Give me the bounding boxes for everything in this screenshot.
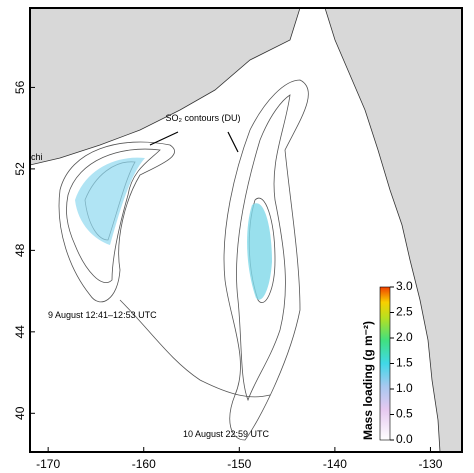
colorbar-tick-label: 2.5	[396, 305, 413, 319]
ticks: -170 -160 -150 -140 -130 40 44 48 52 56 0.0 0.5 1.0 1…	[13, 80, 443, 471]
map-area: SO₂ contours (DU) Kasatochi 9 August 12:…	[3, 8, 462, 452]
frame	[29, 7, 463, 453]
colorbar-tick-label: 1.5	[396, 356, 413, 370]
north-america	[324, 8, 462, 452]
y-tick-label: 56	[13, 80, 27, 94]
colorbar-tick-label: 2.0	[396, 330, 413, 344]
alaska	[30, 8, 301, 166]
colorbar-tick-label: 0.5	[396, 407, 413, 421]
colorbar-label: Mass loading (g m⁻²)	[361, 321, 375, 440]
colorbar	[379, 286, 391, 441]
colorbar-tick-label: 1.0	[396, 381, 413, 395]
plume-connection	[119, 299, 271, 398]
colorbar-tick-label: 0.0	[396, 432, 413, 446]
y-tick-label: 52	[13, 162, 27, 176]
plume-1-label: 9 August 12:41–12:53 UTC	[48, 310, 157, 320]
y-tick-label: 44	[13, 325, 27, 339]
x-tick-label: -140	[323, 457, 347, 471]
x-tick-label: -160	[132, 457, 156, 471]
plume-2-loading	[247, 203, 272, 300]
x-tick-label: -150	[227, 457, 251, 471]
plume-1-loading	[75, 157, 145, 245]
volcano-label: Kasatochi	[3, 152, 43, 162]
y-tick-label: 40	[13, 406, 27, 420]
plume-2-label: 10 August 22:59 UTC	[183, 429, 270, 439]
arrows	[149, 131, 239, 153]
y-tick-label: 48	[13, 243, 27, 257]
colorbar-tick-label: 3.0	[396, 279, 413, 293]
contours-label: SO₂ contours (DU)	[165, 113, 240, 123]
x-tick-label: -130	[418, 457, 442, 471]
x-tick-label: -170	[36, 457, 60, 471]
